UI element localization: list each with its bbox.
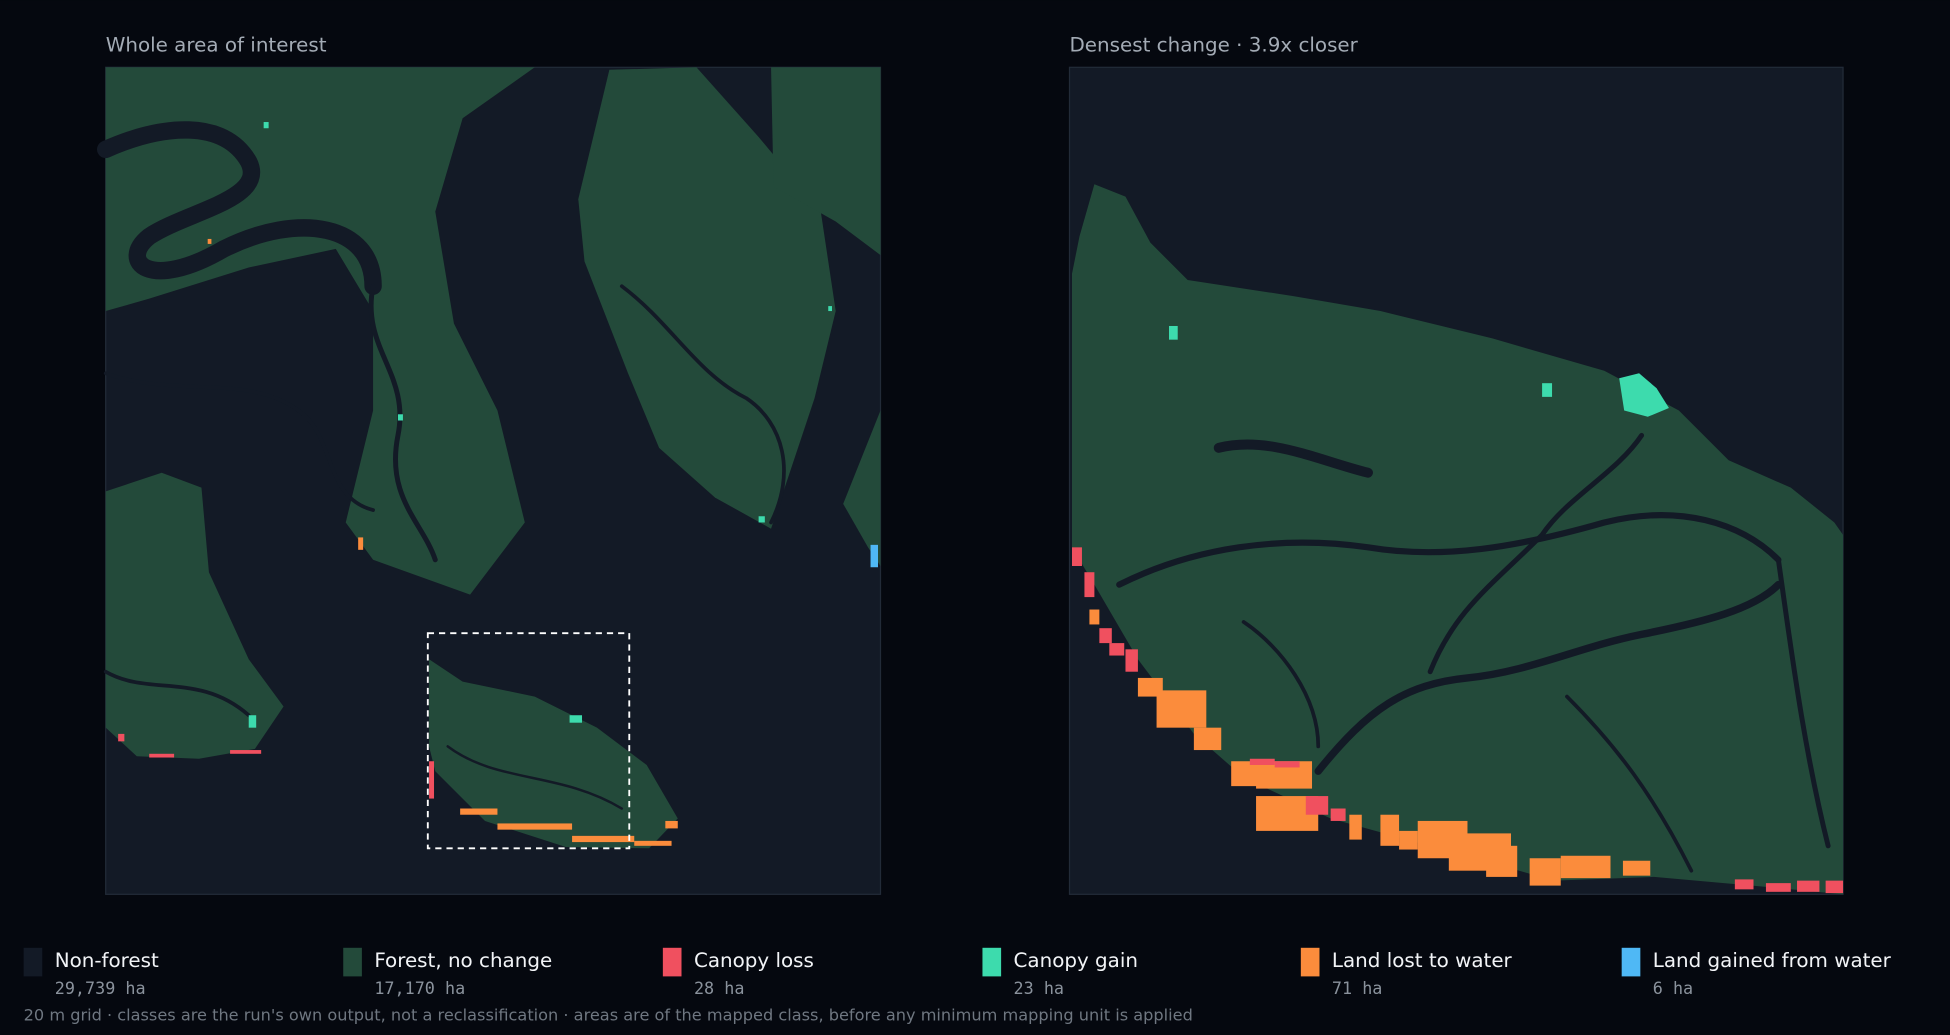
forest [429,659,678,849]
change-patch [1330,808,1346,821]
change-patch [1084,572,1095,598]
change-patch [634,840,672,846]
channel [368,283,438,563]
change-patch [429,761,435,799]
change-patch [1193,727,1222,751]
legend-label: Land lost to water [1332,949,1513,972]
change-patch [358,537,364,550]
legend-swatch [23,947,43,977]
change-patch [230,750,262,754]
forest [771,67,881,256]
panel-title: Whole area of interest [106,34,327,57]
change-patch [263,122,269,129]
change-patch [1274,761,1300,768]
legend-label: Canopy gain [1014,949,1138,972]
change-patch [1486,845,1518,877]
forest [105,472,284,759]
change-patch [665,820,678,829]
change-patch [1399,830,1418,850]
change-patch [1156,690,1207,728]
change-patch [118,733,125,742]
change-patch [1249,758,1275,765]
change-patch [1072,547,1082,567]
legend-area: 28 ha [694,978,744,998]
legend: Non-forest 29,739 ha Forest, no change 17,1… [23,947,1892,998]
change-patch [569,715,583,723]
legend-swatch [982,947,1002,977]
channel [619,284,786,525]
change-patch [1125,649,1138,672]
legend-swatch [343,947,362,977]
channel [1427,432,1645,675]
legend-swatch [662,947,682,977]
change-patch [1542,383,1553,397]
legend-area: 71 ha [1332,978,1382,998]
change-patch [1622,860,1651,876]
change-patch [1765,883,1791,892]
change-patch [1619,373,1669,417]
overview-layer [97,67,881,849]
legend-area: 23 ha [1014,978,1064,998]
channel [1565,694,1694,873]
legend-area: 17,170 ha [374,978,465,998]
change-patch [248,715,257,728]
legend-label: Land gained from water [1653,949,1892,972]
change-patch [397,414,403,421]
legend-label: Canopy loss [694,949,814,972]
change-patch [1529,858,1561,886]
legend-area: 6 ha [1653,978,1693,998]
forest [1072,184,1844,895]
panel-title: Densest change · 3.9x closer [1070,34,1359,57]
change-patch [870,544,878,568]
channel [103,371,375,512]
channel [1775,557,1831,849]
change-patch [460,808,498,815]
change-patch [1349,814,1362,840]
legend-label: Forest, no change [374,949,552,972]
detail-layer [1072,184,1844,895]
change-patch [1169,325,1178,340]
channel [1314,580,1783,775]
change-patch [1797,880,1820,892]
channel [1241,620,1321,749]
change-patch [572,835,635,843]
channel [446,745,624,810]
zoom-extent [426,632,631,850]
legend-swatch [1300,947,1320,977]
legend-swatch [1621,947,1641,977]
channel [1116,512,1782,588]
change-patch [1089,609,1100,625]
change-patch [828,306,832,312]
forest [578,67,836,529]
change-patch [149,753,175,758]
change-patch [1734,879,1754,890]
change-patch [1109,643,1125,656]
footnote: 20 m grid · classes are the run's own ou… [24,1006,1193,1025]
channel [103,669,251,718]
channel [1213,439,1373,478]
forest [843,410,881,567]
channel [97,121,382,295]
legend-area: 29,739 ha [55,978,146,998]
legend-label: Non-forest [55,949,159,972]
change-patch [1305,796,1329,815]
change-patch [497,823,573,830]
change-patch [1099,628,1112,644]
change-patch [758,516,765,523]
change-patch [1380,814,1400,846]
change-patch [1825,880,1844,894]
change-patch [1560,855,1611,879]
change-patch [207,238,212,244]
